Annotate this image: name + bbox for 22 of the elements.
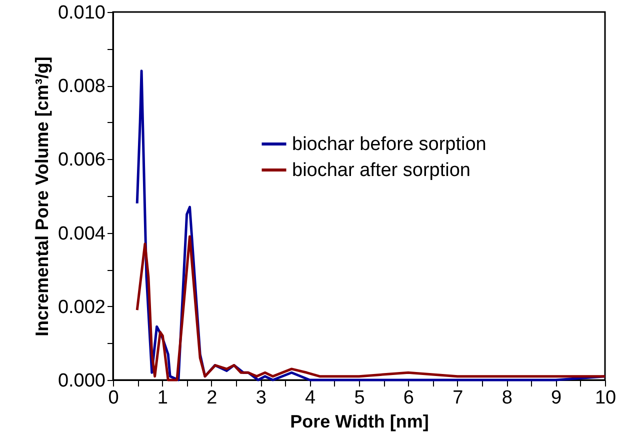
x-tick-label: 9	[551, 388, 562, 408]
x-tick-label: 3	[256, 388, 266, 408]
x-tick-label: 7	[452, 388, 464, 408]
x-tick-label: 8	[502, 388, 512, 408]
y-axis-title: Incremental Pore Volume [cm³/g]	[32, 56, 52, 336]
y-tick-label: 0.008	[58, 76, 106, 98]
x-tick-label: 5	[354, 388, 365, 408]
legend-label: biochar after sorption	[292, 160, 470, 181]
y-tick-label: 0.006	[58, 150, 106, 171]
y-tick-label: 0.000	[58, 370, 106, 392]
x-tick-label: 2	[206, 388, 218, 408]
x-tick-label: 0	[108, 388, 119, 408]
y-tick-label: 0.004	[58, 223, 106, 244]
x-tick-label: 6	[403, 388, 414, 408]
x-tick-label: 1	[157, 388, 168, 408]
legend-label: biochar before sorption	[292, 134, 486, 155]
line-series	[136, 235, 606, 382]
x-tick-label: 10	[594, 388, 616, 408]
x-axis-title: Pore Width [nm]	[290, 412, 429, 432]
x-tick-label: 4	[305, 388, 316, 408]
y-tick-label: 0.010	[58, 2, 106, 24]
y-tick-label: 0.002	[58, 296, 106, 318]
